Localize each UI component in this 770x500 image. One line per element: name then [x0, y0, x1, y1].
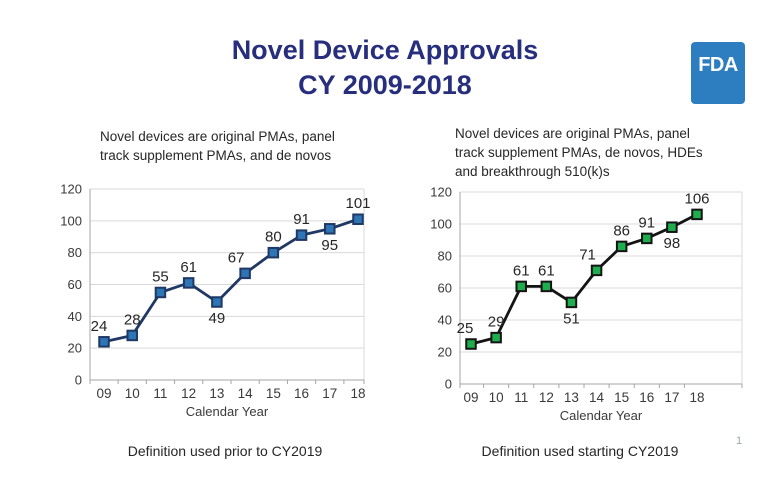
page-title-line1: Novel Device Approvals [231, 35, 539, 65]
x-tick-label: 18 [689, 390, 704, 405]
data-point-label: 67 [228, 249, 245, 266]
x-tick-label: 09 [96, 386, 111, 401]
data-point-marker [490, 331, 502, 344]
x-tick-label: 13 [209, 386, 224, 401]
data-point-label: 106 [684, 190, 709, 207]
data-point-marker [352, 213, 364, 225]
y-tick-label: 40 [438, 313, 452, 328]
fda-logo-text: FDA [698, 53, 738, 76]
data-point-label: 61 [513, 262, 530, 279]
x-tick-label: 10 [125, 386, 140, 401]
left-chart-caption: Definition used prior to CY2019 [127, 443, 323, 459]
data-point-marker [324, 223, 336, 235]
data-point-label: 29 [488, 314, 505, 331]
x-tick-label: 12 [181, 386, 196, 401]
data-point-label: 61 [538, 262, 555, 279]
data-point-label: 51 [563, 310, 580, 327]
x-tick-label: 11 [153, 386, 167, 401]
y-tick-label: 60 [68, 277, 82, 292]
x-tick-label: 17 [664, 390, 679, 405]
y-tick-label: 20 [68, 341, 82, 356]
x-tick-label: 15 [614, 390, 629, 405]
fda-logo: FDA [691, 42, 745, 104]
data-point-label: 25 [457, 320, 474, 337]
data-point-label: 24 [91, 318, 108, 335]
x-tick-label: 12 [539, 390, 554, 405]
data-point-label: 86 [613, 222, 630, 239]
data-point-marker [590, 264, 603, 277]
y-tick-label: 100 [430, 217, 452, 232]
data-point-label: 101 [345, 195, 370, 212]
series-line [103, 217, 359, 344]
right-line-chart: 0 20 40 60 80 100 120 25 29 61 61 51 71 86 91 98 106 09 10… [430, 185, 743, 423]
x-tick-label: 09 [463, 390, 478, 405]
data-point-label: 98 [664, 235, 681, 252]
data-point-label: 91 [638, 214, 655, 231]
data-point-marker [98, 336, 110, 348]
x-tick-label: 11 [514, 390, 528, 405]
data-point-marker [126, 329, 138, 342]
data-point-label: 80 [265, 229, 282, 246]
data-point-marker [295, 229, 308, 241]
y-tick-label: 80 [438, 249, 452, 264]
data-point-label: 49 [209, 310, 226, 327]
data-point-marker [641, 232, 653, 245]
left-chart-subtitle: Novel devices are original PMAs, panel t… [100, 129, 335, 163]
data-point-marker [267, 246, 280, 259]
x-tick-label: 14 [589, 390, 605, 405]
y-tick-label: 0 [445, 377, 452, 392]
data-point-marker [565, 296, 578, 309]
data-point-label: 71 [579, 246, 596, 263]
y-tick-label: 120 [430, 185, 452, 200]
x-tick-label: 15 [266, 386, 281, 401]
page-number: 1 [736, 435, 743, 447]
x-axis-title: Calendar Year [186, 404, 269, 419]
data-point-marker [154, 286, 167, 299]
data-point-marker [691, 208, 703, 221]
data-point-marker [666, 221, 678, 233]
y-tick-label: 120 [60, 182, 82, 197]
x-tick-label: 17 [322, 386, 337, 401]
data-point-label: 91 [293, 211, 310, 228]
page-title-line2: CY 2009-2018 [298, 70, 472, 100]
x-tick-label: 10 [489, 390, 504, 405]
y-tick-label: 20 [438, 345, 452, 360]
y-tick-label: 80 [68, 245, 82, 260]
right-chart-subtitle: Novel devices are original PMAs, panel t… [455, 126, 703, 179]
x-tick-label: 13 [564, 390, 579, 405]
data-point-marker [239, 267, 251, 280]
y-tick-label: 0 [75, 373, 82, 388]
data-point-label: 28 [124, 311, 141, 328]
y-tick-label: 40 [68, 309, 82, 324]
x-tick-label: 16 [294, 386, 309, 401]
data-point-marker [615, 240, 628, 253]
x-tick-label: 16 [639, 390, 654, 405]
y-tick-label: 60 [438, 281, 452, 296]
page-title: Novel Device Approvals CY 2009-2018 [0, 33, 770, 103]
x-tick-label: 18 [350, 386, 365, 401]
data-point-marker [465, 338, 477, 350]
x-tick-label: 14 [238, 386, 254, 401]
data-point-label: 95 [321, 237, 338, 254]
y-tick-label: 100 [60, 213, 82, 228]
data-point-marker [540, 280, 553, 293]
x-axis-title: Calendar Year [560, 408, 643, 423]
data-point-marker [182, 277, 195, 289]
series-line [470, 213, 698, 346]
right-chart-caption: Definition used starting CY2019 [481, 443, 679, 459]
left-line-chart: 0 20 40 60 80 100 120 24 28 55 61 49 67 80 91 95 101 09 10… [60, 182, 370, 420]
data-point-label: 55 [152, 268, 169, 285]
data-point-marker [515, 280, 527, 293]
data-point-marker [211, 296, 223, 308]
data-point-label: 61 [180, 259, 197, 276]
